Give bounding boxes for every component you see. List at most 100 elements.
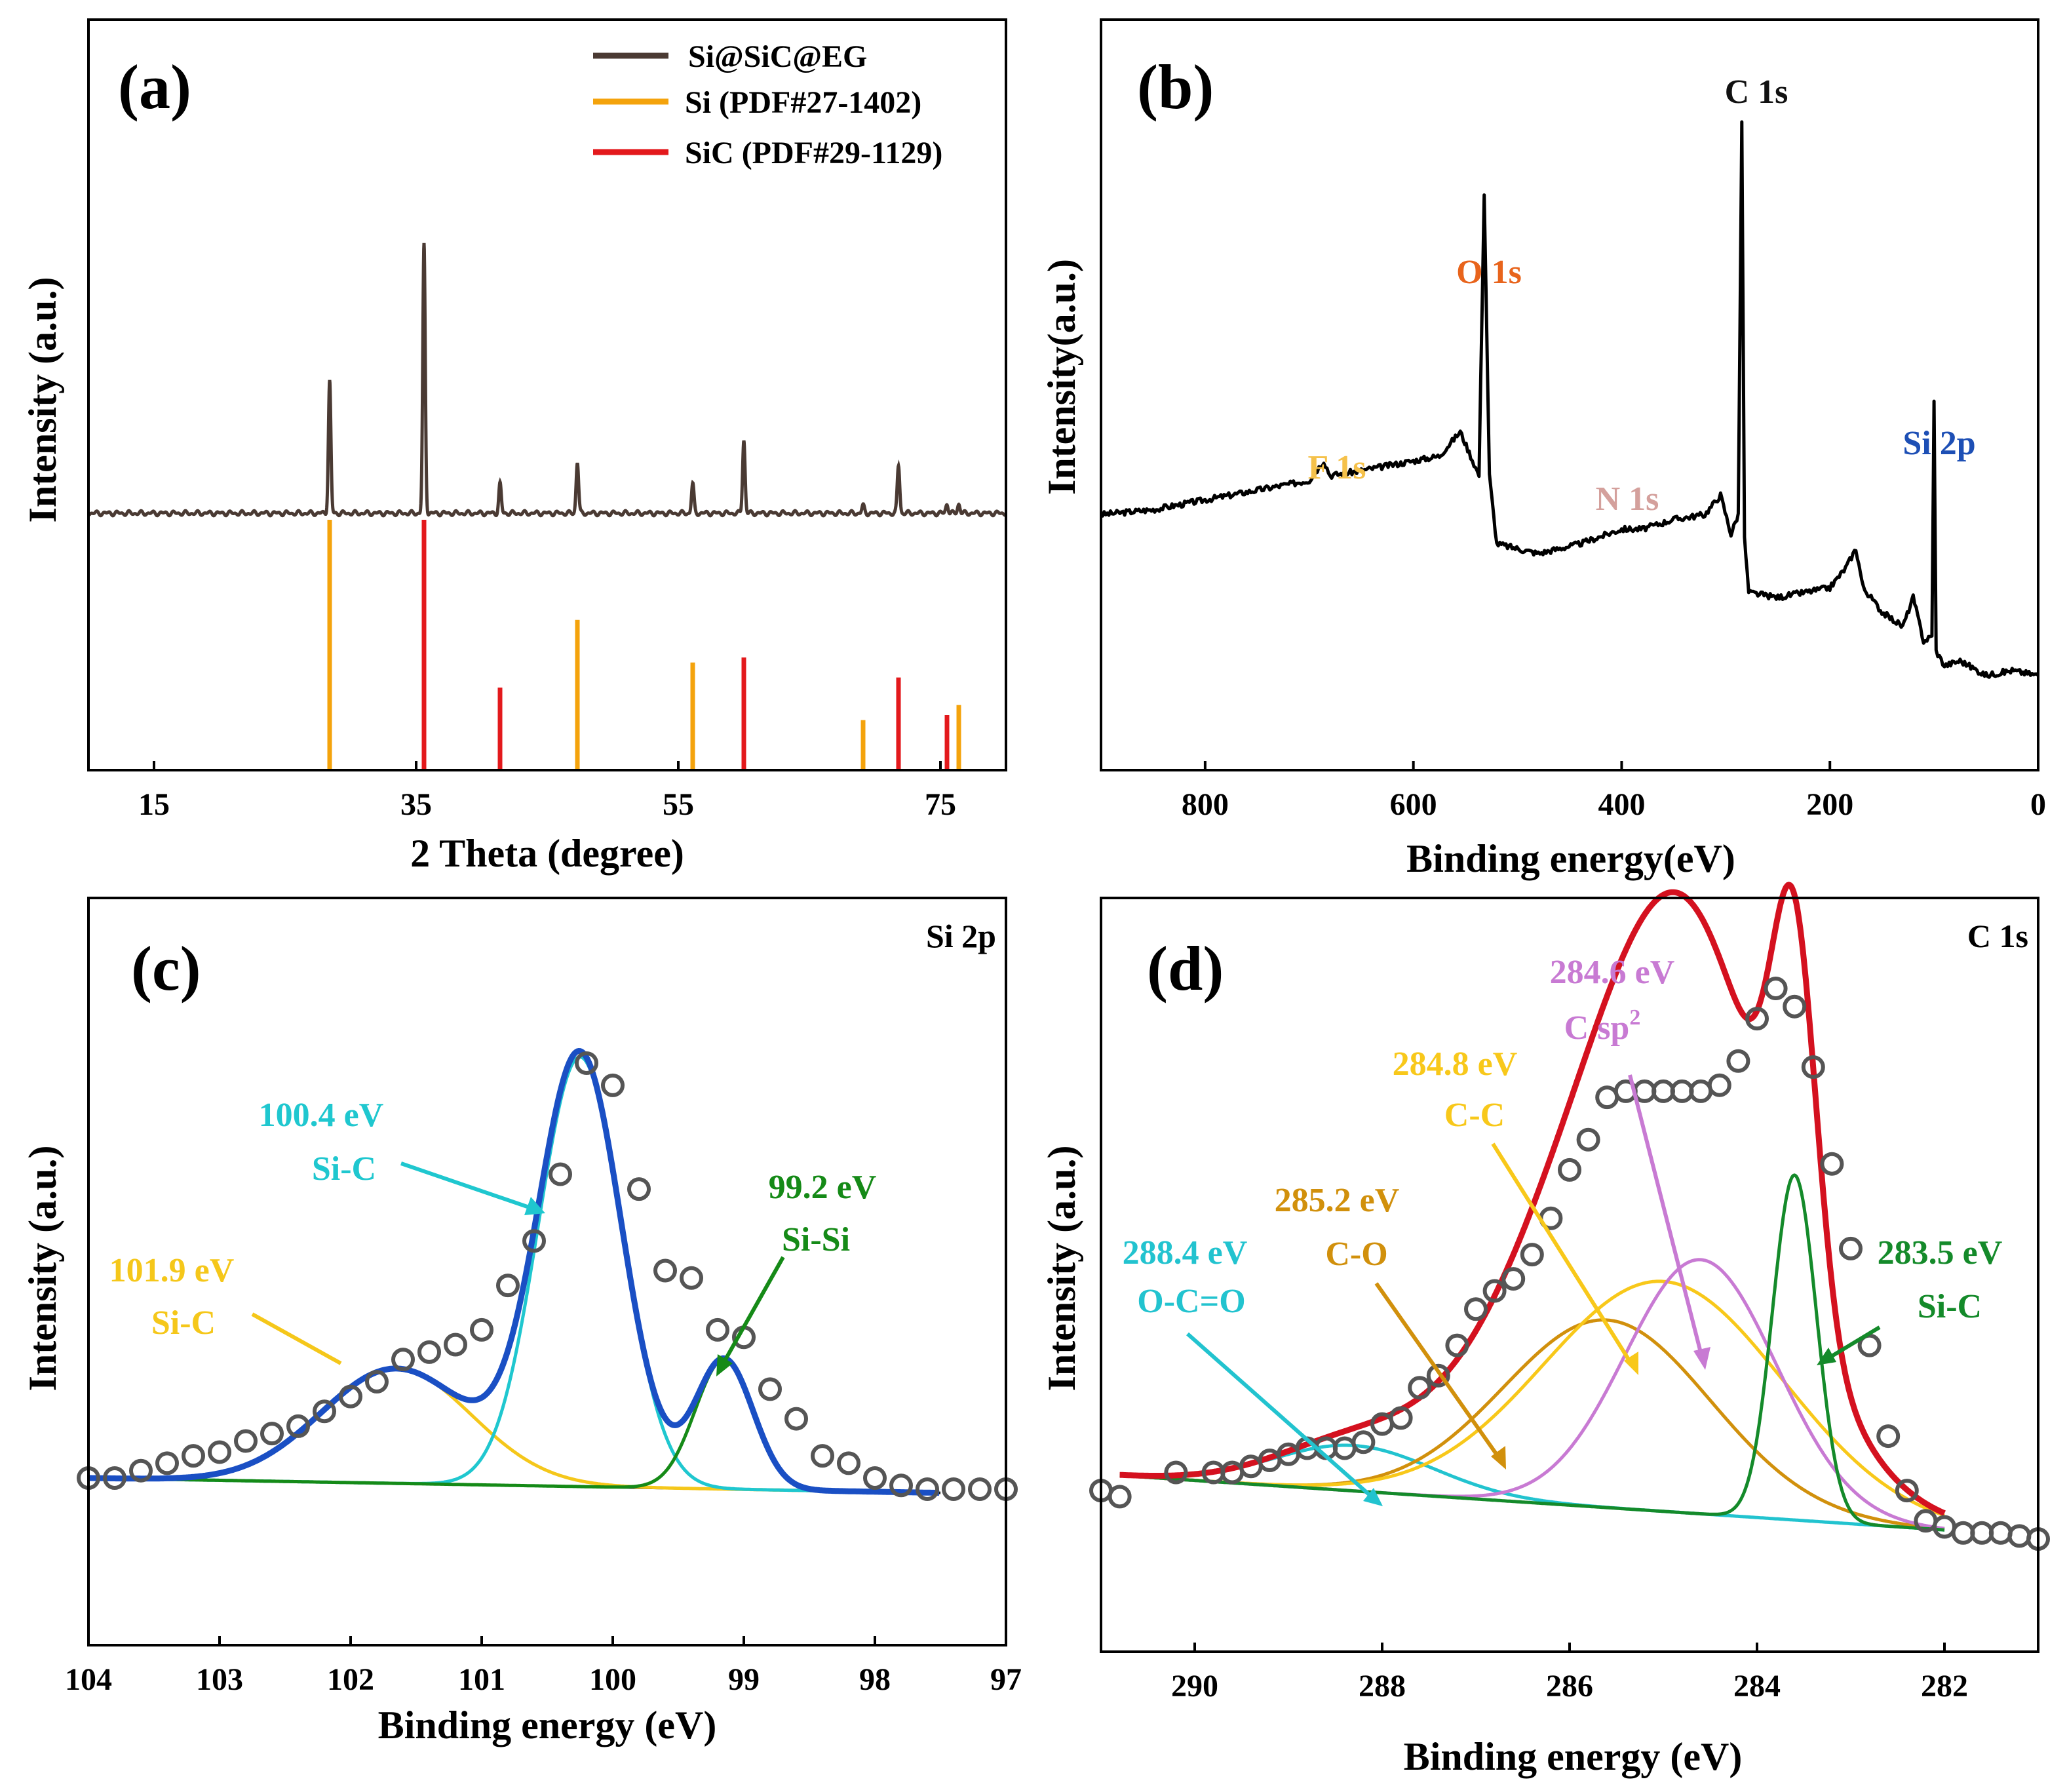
peak-label-o1s: O 1s [1456,254,1522,291]
label-d-ocoo-bond: O-C=O [1137,1283,1245,1320]
x-tick-label: 290 [1171,1669,1218,1704]
experimental-point [601,1073,625,1097]
panel-d-y-axis-title: Intensity (a.u.) [1040,1145,1083,1391]
experimental-point [680,1266,703,1290]
legend-label-si: Si (PDF#27-1402) [685,85,921,120]
x-tick-label: 104 [65,1662,112,1697]
x-tick-label: 15 [138,787,170,822]
experimental-point [627,1177,651,1201]
arrow-d-co [1374,1282,1503,1462]
panel-b-label: (b) [1137,52,1214,122]
arrow-c-si-si [718,1256,785,1371]
experimental-point [1464,1297,1488,1321]
experimental-point [1576,1127,1600,1152]
x-tick-label: 102 [327,1662,374,1697]
experimental-point [1108,1485,1132,1509]
legend-label-sic: SiC (PDF#29-1129) [685,136,942,170]
arrow-d-csp2 [1628,1074,1705,1361]
x-tick-label: 800 [1182,787,1229,822]
experimental-point [313,1399,336,1424]
experimental-point [575,1051,598,1075]
experimental-point [863,1466,887,1490]
label-d-ocoo-energy: 288.4 eV [1123,1234,1248,1272]
peak-label-n1s: N 1s [1596,480,1659,518]
experimental-point [286,1414,310,1438]
experimental-point [889,1473,913,1498]
panel-c-annotations: 100.4 eV Si-C 99.2 eV Si-Si 101.9 eV Si-… [109,1097,876,1376]
panel-d-x-axis-title: Binding energy (eV) [1404,1735,1743,1778]
arrow-head-d-co [1491,1446,1506,1470]
experimental-point [444,1333,467,1357]
experimental-point [653,1258,677,1283]
experimental-point [155,1451,179,1475]
panel-a-x-ticks: 15 35 55 75 [138,761,956,822]
experimental-point [1764,977,1788,1000]
x-tick-label: 97 [990,1662,1022,1697]
panel-c-corner-label: Si 2p [926,918,996,954]
xps-survey-curve [1100,120,2039,679]
peak-label-si2p: Si 2p [1903,425,1975,462]
label-c-si-c2-energy: 101.9 eV [109,1252,235,1289]
experimental-point [549,1162,572,1186]
x-tick-label: 98 [859,1662,891,1697]
experimental-point [1389,1406,1413,1430]
experimental-point [942,1477,965,1501]
arrow-d-cc [1491,1142,1635,1368]
experimental-point [784,1407,808,1431]
arrow-d-ocoo [1186,1332,1376,1502]
label-d-co-bond: C-O [1325,1236,1387,1273]
label-d-cc-energy: 284.8 eV [1393,1045,1518,1083]
experimental-point [1726,1049,1750,1073]
x-tick-label: 35 [400,787,432,822]
label-c-si-c-bond: Si-C [312,1150,376,1188]
peak-label-f1s: F 1s [1307,449,1366,486]
x-tick-label: 288 [1359,1669,1406,1704]
experimental-point [1839,1236,1863,1260]
panel-a-frame [87,18,1007,771]
experimental-point [916,1477,939,1501]
panel-b-frame [1100,18,2039,771]
experimental-point [968,1477,992,1501]
panel-d-annotations: 284.6 eV C sp2 284.8 eV C-C 285.2 eV C-O… [1123,954,2002,1506]
panel-b-plot-area [1100,120,2039,679]
x-tick-label: 286 [1546,1669,1593,1704]
panel-d-plot-area [1089,882,2050,1551]
arrow-c-si-c2 [251,1312,342,1365]
experimental-point [1876,1424,1901,1449]
panel-c-y-axis-title: Intensity (a.u.) [21,1145,64,1391]
experimental-point [208,1440,231,1464]
experimental-point [1652,1079,1675,1103]
panel-d-c1s: 290 288 286 284 282 (d) C 1s 284.6 eV C sp2 … [1040,882,2050,1778]
panel-c-si2p: 104 103 102 101 100 99 98 97 (c) Si 2p 100.4 eV… [21,897,1022,1747]
legend-label-si-sic-eg: Si@SiC@EG [688,39,867,74]
x-tick-label: 400 [1598,787,1645,822]
experimental-point [1745,1007,1769,1031]
label-d-csp2-bond-text: C sp [1564,1009,1630,1047]
experimental-point [1595,1085,1619,1110]
experimental-point [1707,1073,1731,1097]
arrow-head-c-si-si [716,1354,733,1376]
x-tick-label: 103 [196,1662,243,1697]
experimental-point [1970,1521,1994,1545]
x-tick-label: 55 [663,787,694,822]
experimental-point [758,1377,782,1401]
x-tick-label: 0 [2030,787,2046,822]
experimental-point [1332,1436,1357,1460]
arrow-head-d-ocoo [1363,1488,1383,1506]
panel-b-xps-survey: 800 600 400 200 0 (b) F 1s O 1s N 1s C 1s Si… [1040,18,2046,880]
experimental-point [103,1466,126,1490]
panel-d-corner-label: C 1s [1967,918,2028,954]
x-tick-label: 200 [1806,787,1853,822]
experimental-point [1445,1333,1469,1357]
experimental-point [339,1384,362,1409]
panel-a-y-axis-title: Intensity (a.u.) [21,277,64,522]
experimental-point [470,1317,493,1342]
experimental-point [1670,1079,1694,1103]
xrd-pattern-curve [88,243,1007,518]
arrow-c-si-c [400,1161,539,1213]
label-c-si-si-bond: Si-Si [782,1221,850,1258]
arrow-d-sic [1824,1325,1881,1362]
experimental-point [1820,1152,1844,1176]
experimental-point [496,1274,520,1298]
